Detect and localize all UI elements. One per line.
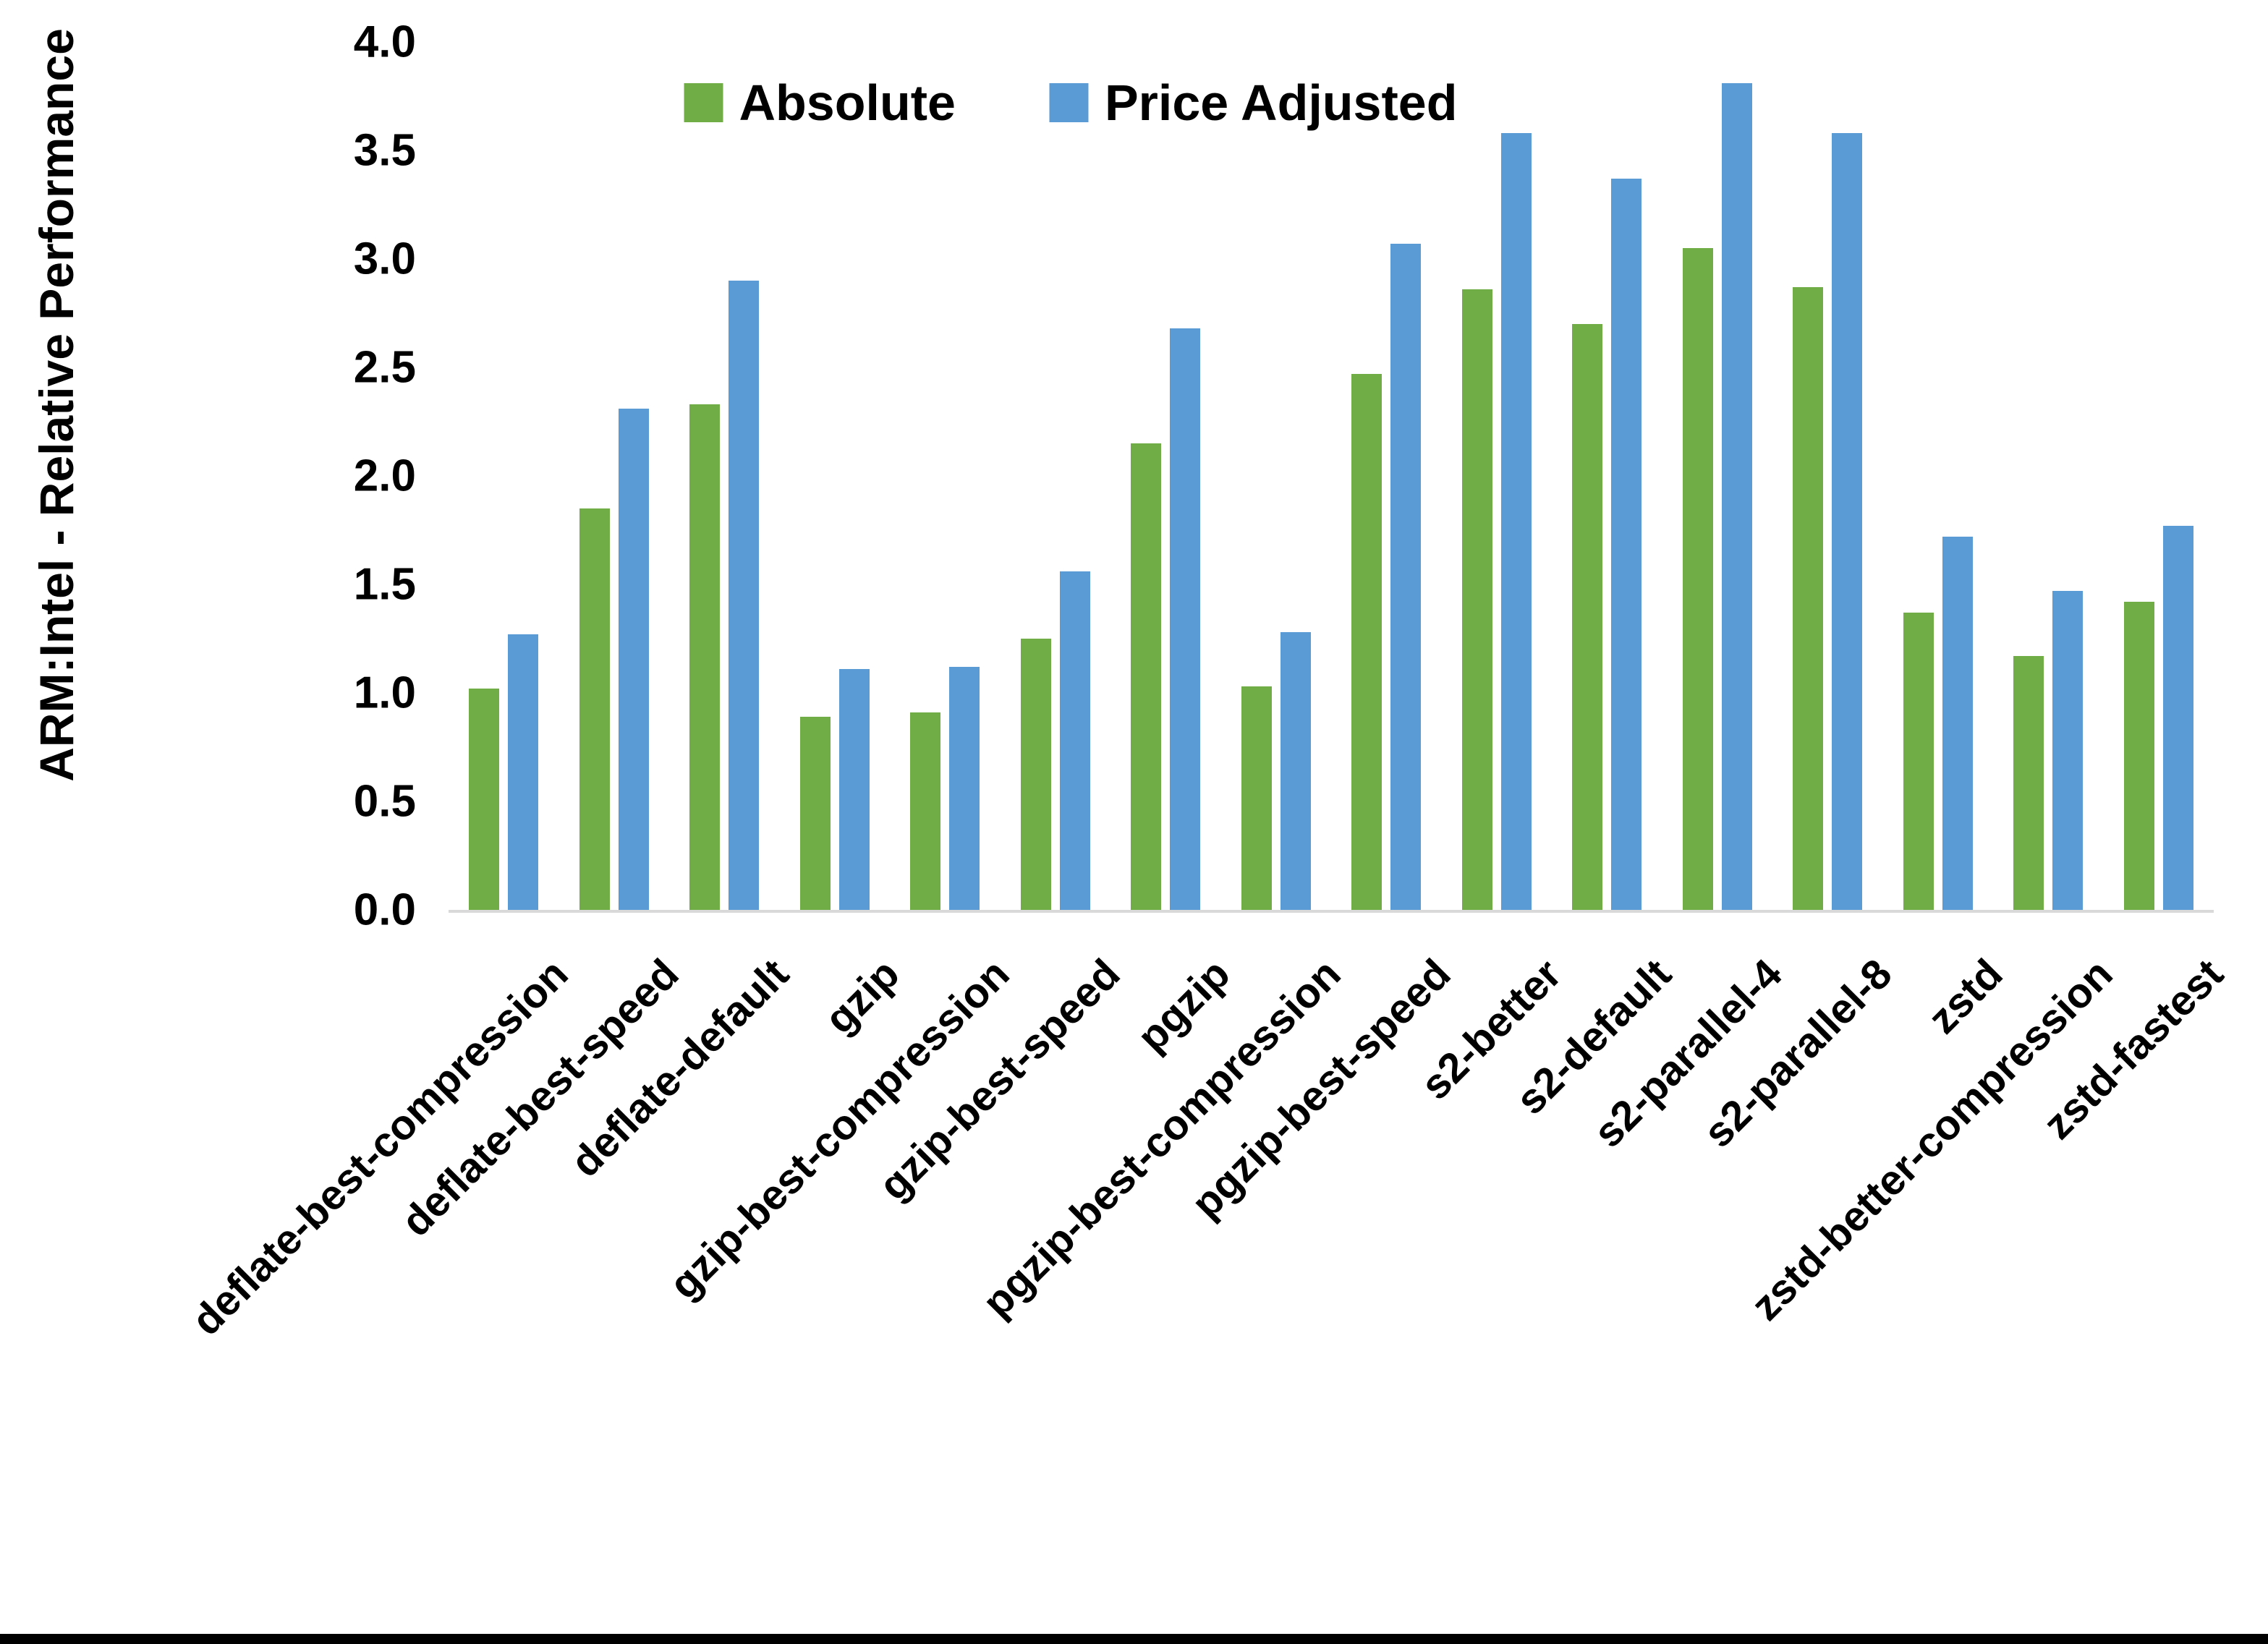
bar-price-adjusted-s2-better [1500, 133, 1532, 910]
absolute-swatch-icon [684, 83, 723, 122]
y-tick-label: 0.0 [353, 885, 416, 935]
legend-item-absolute: Absolute [684, 74, 956, 132]
bottom-border [0, 1634, 2268, 1644]
y-tick-label: 2.0 [353, 451, 416, 501]
bar-price-adjusted-deflate-default [729, 281, 760, 910]
bar-absolute-s2-default [1572, 324, 1603, 910]
price-adjusted-swatch-icon [1049, 83, 1089, 122]
y-tick-label: 4.0 [353, 17, 416, 67]
bar-price-adjusted-deflate-best-compression [508, 634, 539, 910]
legend-item-price-adjusted: Price Adjusted [1049, 74, 1458, 132]
bar-price-adjusted-pgzip-best-compression [1280, 632, 1311, 910]
bar-absolute-deflate-best-compression [469, 689, 500, 910]
bar-price-adjusted-pgzip-best-speed [1390, 244, 1422, 910]
bar-price-adjusted-zstd [1942, 537, 1973, 910]
bar-absolute-pgzip [1131, 443, 1162, 910]
bar-price-adjusted-deflate-best-speed [618, 409, 649, 910]
legend-label-absolute: Absolute [739, 74, 956, 131]
bar-price-adjusted-pgzip [1170, 328, 1201, 910]
legend-label-price-adjusted: Price Adjusted [1104, 74, 1458, 131]
bar-absolute-s2-parallel-8 [1793, 287, 1824, 910]
bar-absolute-deflate-best-speed [579, 508, 610, 910]
bar-price-adjusted-zstd-fastest [2162, 526, 2193, 910]
bar-price-adjusted-s2-parallel-4 [1721, 83, 1752, 910]
legend: Absolute Price Adjusted [684, 74, 1458, 132]
y-tick-label: 1.5 [353, 559, 416, 610]
bar-absolute-gzip-best-compression [910, 712, 941, 910]
bar-absolute-s2-better [1461, 289, 1492, 910]
plot-area [449, 42, 2214, 913]
y-tick-label: 2.5 [353, 342, 416, 393]
bar-price-adjusted-gzip-best-compression [949, 667, 980, 910]
bar-absolute-gzip-best-speed [1020, 639, 1051, 910]
y-tick-label: 3.0 [353, 234, 416, 284]
bar-price-adjusted-s2-parallel-8 [1832, 133, 1863, 910]
bar-absolute-zstd [1903, 613, 1934, 910]
y-tick-label: 3.5 [353, 125, 416, 176]
y-tick-label: 1.0 [353, 668, 416, 718]
bar-price-adjusted-s2-default [1611, 179, 1642, 910]
bar-absolute-pgzip-best-speed [1351, 374, 1383, 910]
bar-absolute-pgzip-best-compression [1241, 686, 1272, 910]
bar-absolute-zstd-better-compression [2013, 656, 2044, 910]
bar-price-adjusted-zstd-better-compression [2052, 591, 2084, 910]
bar-price-adjusted-gzip-best-speed [1059, 571, 1090, 910]
y-tick-label: 0.5 [353, 776, 416, 827]
bar-absolute-deflate-default [689, 404, 721, 910]
bar-price-adjusted-gzip [838, 669, 870, 910]
bar-absolute-gzip [799, 717, 831, 910]
bar-absolute-s2-parallel-4 [1682, 248, 1713, 910]
bar-absolute-zstd-fastest [2123, 602, 2154, 910]
